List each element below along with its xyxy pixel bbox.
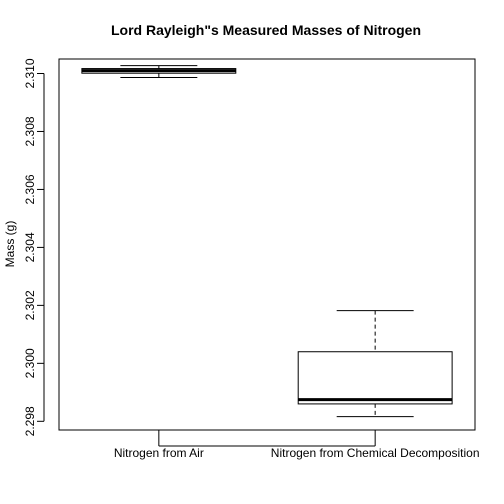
plot-frame <box>58 58 476 431</box>
y-axis-label: Mass (g) <box>3 221 17 268</box>
y-tick-label: 2.302 <box>23 290 37 320</box>
chart-title: Lord Rayleigh"s Measured Masses of Nitro… <box>111 22 421 38</box>
box-iqr <box>297 351 453 405</box>
y-tick-label: 2.304 <box>23 232 37 262</box>
y-tick-label: 2.298 <box>23 406 37 436</box>
y-tick-label: 2.300 <box>23 348 37 378</box>
x-tick-label: Nitrogen from Air <box>114 446 204 460</box>
y-axis: 2.298 2.300 2.302 2.304 2.306 2.308 2.310 <box>23 58 45 436</box>
y-tick-label: 2.310 <box>23 58 37 88</box>
x-tick-label: Nitrogen from Chemical Decomposition <box>271 446 480 460</box>
y-tick-label: 2.308 <box>23 116 37 146</box>
y-tick-label: 2.306 <box>23 174 37 204</box>
boxplots <box>81 65 453 418</box>
x-axis: Nitrogen from Air Nitrogen from Chemical … <box>114 430 480 460</box>
